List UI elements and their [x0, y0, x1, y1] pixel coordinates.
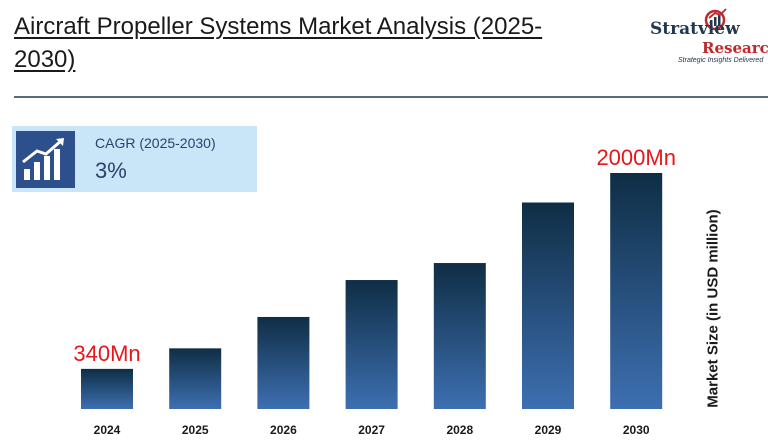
header-divider [14, 96, 768, 98]
cagr-box: CAGR (2025-2030) 3% [12, 126, 257, 192]
x-tick-2028: 2028 [446, 423, 473, 437]
bar-2026 [257, 316, 310, 409]
bar-2029 [522, 202, 574, 409]
x-tick-2026: 2026 [270, 423, 297, 437]
chart-title: Aircraft Propeller Systems Market Analys… [14, 13, 543, 73]
x-tick-2027: 2027 [358, 423, 385, 437]
y-axis-label: Market Size (in USD million) [704, 209, 722, 408]
x-tick-2029: 2029 [535, 423, 562, 437]
logo-tagline: Strategic Insights Delivered [678, 57, 764, 64]
cagr-value: 3% [95, 158, 127, 183]
cagr-label: CAGR (2025-2030) [95, 135, 216, 151]
stratview-logo: Stratview Research Strategic Insights De… [650, 6, 768, 66]
bar-2028 [433, 263, 486, 409]
logo-brand-suffix: Research [702, 39, 768, 57]
bar-2025 [169, 348, 222, 409]
x-tick-2024: 2024 [94, 423, 121, 437]
x-tick-2025: 2025 [182, 423, 209, 437]
growth-chart-icon [16, 131, 75, 188]
bar-2030 [610, 173, 663, 409]
logo-brand-text: Stratview [650, 19, 740, 39]
x-tick-2030: 2030 [623, 423, 650, 437]
callout-2024: 340Mn [73, 341, 140, 366]
bar-2027 [345, 280, 398, 409]
callout-2030: 2000Mn [596, 145, 676, 170]
bar-2024 [81, 368, 133, 409]
logo-mark-icon [704, 8, 727, 31]
